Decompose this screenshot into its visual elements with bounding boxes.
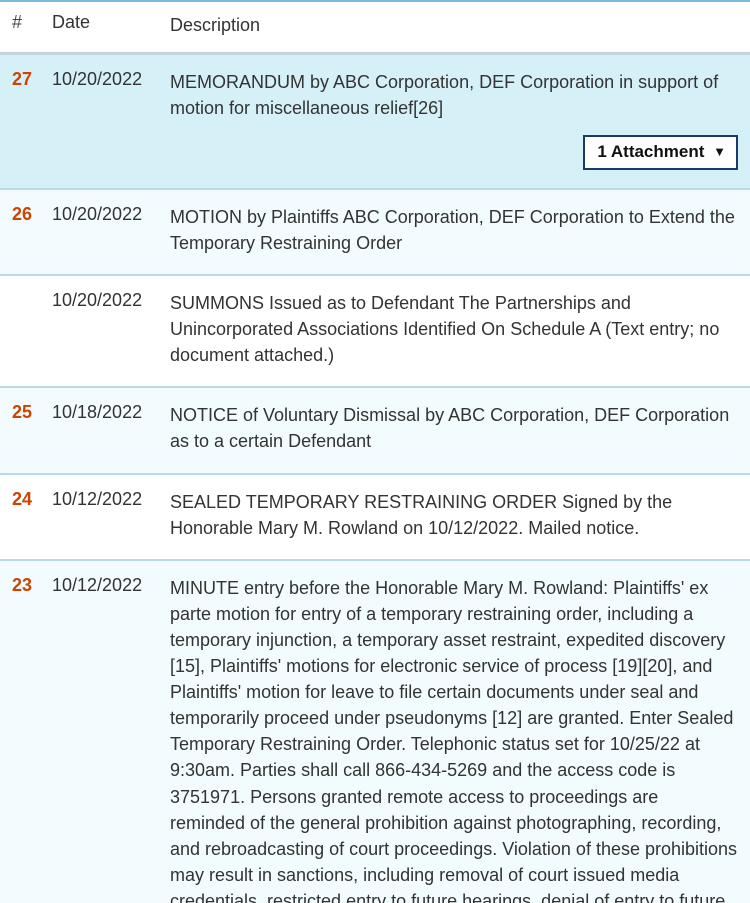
entry-number[interactable]: 23 — [12, 575, 52, 903]
entry-number[interactable]: 25 — [12, 402, 52, 454]
table-row: 24 10/12/2022 SEALED TEMPORARY RESTRAINI… — [0, 473, 750, 559]
entry-date: 10/20/2022 — [52, 290, 170, 368]
entry-date: 10/12/2022 — [52, 489, 170, 541]
table-row: 25 10/18/2022 NOTICE of Voluntary Dismis… — [0, 386, 750, 472]
entry-description: NOTICE of Voluntary Dismissal by ABC Cor… — [170, 402, 738, 454]
entry-description: SEALED TEMPORARY RESTRAINING ORDER Signe… — [170, 489, 738, 541]
attachment-label: 1 Attachment — [597, 142, 704, 161]
table-row: 27 10/20/2022 MEMORANDUM by ABC Corporat… — [0, 53, 750, 188]
header-num: # — [12, 12, 52, 38]
table-row: 26 10/20/2022 MOTION by Plaintiffs ABC C… — [0, 188, 750, 274]
entry-date: 10/20/2022 — [52, 204, 170, 256]
entry-number[interactable]: 24 — [12, 489, 52, 541]
entry-description: MOTION by Plaintiffs ABC Corporation, DE… — [170, 204, 738, 256]
entry-description-text: MEMORANDUM by ABC Corporation, DEF Corpo… — [170, 72, 718, 118]
header-date: Date — [52, 12, 170, 38]
attachment-wrap: 1 Attachment ▼ — [170, 135, 738, 170]
entry-description: MEMORANDUM by ABC Corporation, DEF Corpo… — [170, 69, 738, 170]
chevron-down-icon: ▼ — [713, 143, 726, 162]
table-row: 10/20/2022 SUMMONS Issued as to Defendan… — [0, 274, 750, 386]
entry-date: 10/12/2022 — [52, 575, 170, 903]
entry-date: 10/18/2022 — [52, 402, 170, 454]
table-row: 23 10/12/2022 MINUTE entry before the Ho… — [0, 559, 750, 903]
entry-description: SUMMONS Issued as to Defendant The Partn… — [170, 290, 738, 368]
entry-date: 10/20/2022 — [52, 69, 170, 170]
entry-description: MINUTE entry before the Honorable Mary M… — [170, 575, 738, 903]
header-desc: Description — [170, 12, 738, 38]
attachment-button[interactable]: 1 Attachment ▼ — [583, 135, 738, 170]
entry-number[interactable]: 26 — [12, 204, 52, 256]
entry-number — [12, 290, 52, 368]
docket-table: # Date Description 27 10/20/2022 MEMORAN… — [0, 0, 750, 903]
entry-number[interactable]: 27 — [12, 69, 52, 170]
table-header: # Date Description — [0, 2, 750, 53]
